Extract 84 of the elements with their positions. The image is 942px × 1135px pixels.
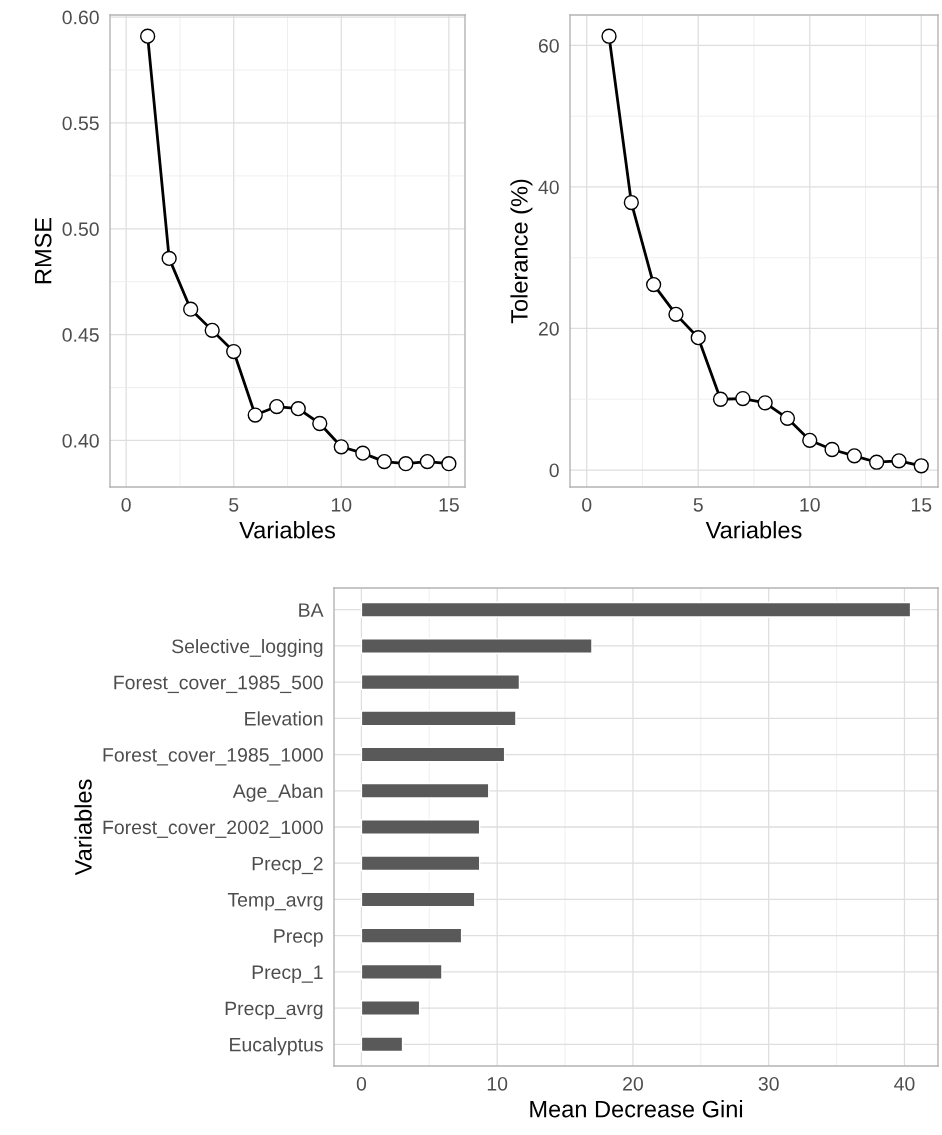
point [601, 28, 617, 44]
point [290, 401, 306, 417]
bar [360, 819, 481, 835]
point [802, 432, 818, 448]
y-tick-label: Precp_1 [252, 965, 323, 983]
point [846, 448, 863, 464]
y-tick-label: 0.40 [62, 433, 99, 448]
x-axis-title: Mean Decrease Gini [530, 1100, 743, 1118]
point [376, 453, 392, 470]
y-axis-title: RMSE [34, 217, 52, 284]
y-tick-label: Forest_cover_2002_1000 [103, 820, 323, 838]
x-tick-label: 5 [693, 498, 703, 512]
point [779, 410, 796, 426]
x-tick-label: 15 [911, 498, 932, 512]
y-tick-label: BA [299, 603, 324, 617]
point [269, 398, 285, 415]
point [183, 301, 199, 317]
x-axis-title: Variables [239, 521, 335, 539]
point [869, 454, 885, 470]
bar [360, 963, 443, 980]
point [891, 453, 907, 469]
y-tick-label: Precp_avrg [225, 1001, 323, 1020]
x-tick-label: 10 [800, 497, 820, 512]
bar [360, 1036, 404, 1053]
y-tick-label: Elevation [245, 711, 323, 726]
y-tick-label: Precp [274, 929, 323, 947]
point [757, 395, 773, 411]
x-tick-label: 5 [229, 498, 239, 512]
y-tick-label: 20 [538, 321, 559, 336]
y-tick-label: Selective_logging [172, 638, 323, 658]
point [398, 456, 414, 472]
bar [360, 855, 481, 872]
x-tick-label: 15 [439, 498, 459, 512]
point [441, 456, 457, 472]
y-tick-label: 0.60 [62, 10, 99, 25]
point [204, 322, 220, 339]
point [312, 415, 328, 432]
point [623, 194, 639, 211]
bar [360, 601, 912, 618]
bar [360, 927, 463, 944]
y-tick-label: 0.55 [62, 116, 99, 131]
point [913, 458, 929, 474]
x-tick-label: 0 [121, 497, 131, 512]
y-tick-label: 60 [538, 38, 559, 53]
y-tick-label: Forest_cover_1985_500 [114, 675, 323, 694]
y-axis-title: Tolerance (%) [510, 179, 533, 324]
y-tick-label: Age_Aban [232, 783, 323, 802]
x-tick-label: 40 [894, 1076, 915, 1091]
bar [360, 782, 490, 799]
bar [360, 891, 476, 908]
y-tick-label: Precp_2 [252, 856, 323, 875]
x-tick-label: 0 [356, 1076, 367, 1091]
x-tick-label: 30 [758, 1076, 779, 1091]
point [161, 250, 177, 267]
y-tick-label: Forest_cover_1985_1000 [103, 748, 323, 766]
y-axis-title: Variables [74, 779, 92, 876]
point [824, 441, 840, 458]
x-tick-label: 20 [623, 1076, 643, 1091]
point [712, 391, 729, 407]
x-tick-label: 0 [582, 497, 592, 512]
bar [360, 638, 593, 654]
point [140, 28, 156, 44]
point [355, 445, 371, 461]
y-tick-label: 40 [538, 180, 559, 195]
y-tick-label: 0.45 [62, 328, 99, 342]
bar [360, 710, 517, 727]
y-tick-label: 0 [549, 463, 559, 478]
bar [360, 674, 521, 691]
point [333, 439, 349, 455]
y-tick-label: Eucalyptus [230, 1037, 323, 1056]
point [645, 276, 662, 293]
point [247, 407, 263, 423]
y-tick-label: 0.50 [62, 222, 99, 237]
x-tick-label: 10 [487, 1076, 508, 1091]
point [690, 330, 706, 346]
point [419, 453, 435, 470]
bar [360, 746, 506, 763]
x-axis-title: Variables [705, 521, 802, 539]
point [226, 343, 242, 360]
point [735, 390, 751, 407]
point [668, 306, 684, 322]
x-tick-label: 10 [331, 497, 352, 512]
y-tick-label: Temp_avrg [227, 893, 323, 911]
bar [360, 1000, 421, 1016]
